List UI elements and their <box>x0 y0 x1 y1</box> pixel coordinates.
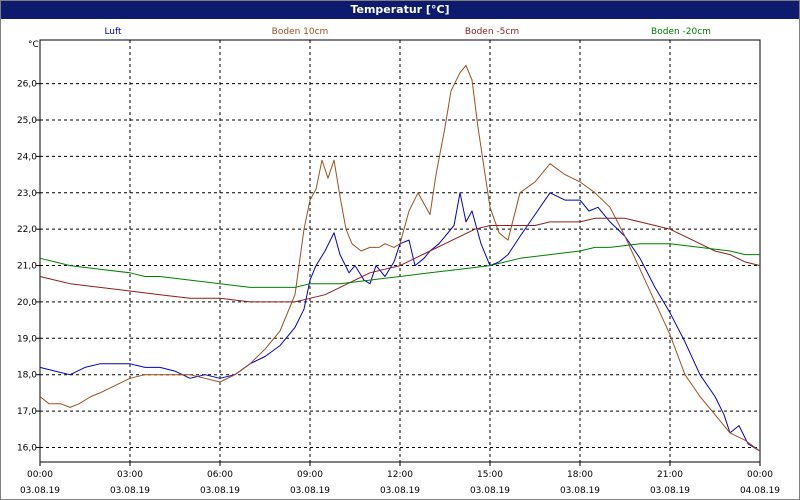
series-line-boden-10cm <box>39 65 761 452</box>
series-line-luft <box>39 192 761 452</box>
x-tick-time: 12:00 <box>387 470 413 480</box>
y-tick-label: 20,0 <box>17 298 37 308</box>
x-tick-time: 03:00 <box>117 470 143 480</box>
y-axis-ticks: 16,0 17,0 18,0 19,0 20,0 21,0 22,0 23,0 24,0 25,0… <box>17 80 40 453</box>
legend-item: Boden -20cm <box>651 27 711 37</box>
x-tick-date: 03.08.19 <box>650 486 690 496</box>
y-tick-label: 26,0 <box>17 80 37 90</box>
x-tick-date: 03.08.19 <box>380 486 420 496</box>
series-lines <box>39 65 761 452</box>
y-tick-label: 16,0 <box>17 443 37 453</box>
y-tick-label: 21,0 <box>17 262 37 272</box>
x-tick-date: 04.08.19 <box>740 486 780 496</box>
series-line-boden-20cm <box>39 243 760 288</box>
y-tick-label: 25,0 <box>17 116 37 126</box>
chart-title: Temperatur [°C] <box>1 1 799 19</box>
y-tick-label: 17,0 <box>17 407 37 417</box>
x-tick-time: 00:00 <box>747 470 773 480</box>
y-axis-unit: °C <box>28 40 39 50</box>
x-tick-time: 09:00 <box>297 470 323 480</box>
x-tick-date: 03.08.19 <box>200 486 240 496</box>
legend: Luft Boden 10cm Boden -5cm Boden -20cm <box>104 27 711 37</box>
x-tick-date: 03.08.19 <box>470 486 510 496</box>
y-tick-label: 19,0 <box>17 334 37 344</box>
legend-item: Boden -5cm <box>465 27 519 37</box>
x-tick-date: 03.08.19 <box>560 486 600 496</box>
y-tick-label: 22,0 <box>17 225 37 235</box>
y-tick-label: 24,0 <box>17 152 37 162</box>
x-tick-date: 03.08.19 <box>20 486 60 496</box>
y-tick-label: 23,0 <box>17 189 37 199</box>
x-tick-time: 06:00 <box>207 470 233 480</box>
x-tick-time: 15:00 <box>477 470 503 480</box>
x-tick-time: 21:00 <box>657 470 683 480</box>
series-line-boden-5cm <box>39 217 761 303</box>
x-tick-time: 00:00 <box>27 470 53 480</box>
legend-item: Boden 10cm <box>272 27 329 37</box>
x-tick-date: 03.08.19 <box>290 486 330 496</box>
legend-item: Luft <box>104 27 122 37</box>
x-axis-ticks: 00:00 03.08.19 03:00 03.08.19 06:00 03.08.19 0… <box>20 462 780 496</box>
x-tick-time: 18:00 <box>567 470 593 480</box>
x-tick-date: 03.08.19 <box>110 486 150 496</box>
y-tick-label: 18,0 <box>17 371 37 381</box>
